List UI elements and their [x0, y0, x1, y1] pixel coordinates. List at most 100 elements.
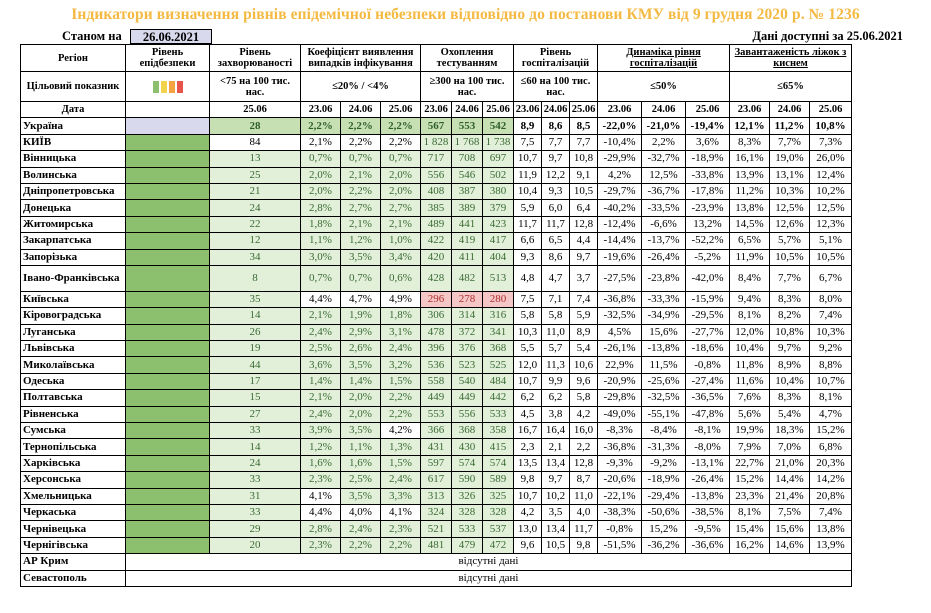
dynamics-cell: -36,5%: [685, 389, 730, 407]
level-cell: [125, 199, 210, 217]
region-name: Полтавська: [20, 389, 126, 407]
hosp-cell: 13,4: [541, 520, 570, 538]
dynamics-cell: -49,0%: [597, 405, 642, 424]
coverage-cell: 372: [451, 323, 483, 342]
beds-cell: 23,3%: [729, 487, 770, 505]
region-name: Чернівецька: [20, 520, 126, 538]
hosp-cell: 4,2: [513, 503, 542, 522]
hosp-cell: 7,1: [541, 290, 570, 309]
beds-cell: 7,5%: [769, 503, 810, 522]
beds-cell: 8,1%: [729, 503, 770, 522]
dynamics-cell: -26,4%: [641, 248, 686, 266]
beds-cell: 21,4%: [769, 487, 810, 505]
detection-cell: 2,1%: [380, 215, 421, 234]
detection-cell: 2,2%: [340, 182, 381, 201]
detection-cell: 1,6%: [300, 454, 341, 473]
detection-cell: 2,9%: [340, 323, 381, 342]
coverage-cell: 314: [451, 307, 483, 325]
beds-cell: 22,7%: [729, 454, 770, 473]
beds-cell: 12,0%: [729, 323, 770, 342]
dynamics-cell: -26,1%: [597, 340, 642, 358]
morbidity-cell: 13: [209, 150, 301, 168]
coverage-cell: 376: [451, 340, 483, 358]
coverage-cell: 420: [420, 248, 452, 266]
beds-cell: 16,2%: [729, 536, 770, 555]
beds-cell: 14,6%: [769, 536, 810, 555]
dynamics-cell: -13,8%: [685, 487, 730, 505]
beds-cell: 26,0%: [809, 150, 852, 168]
region-name: Україна: [20, 117, 126, 135]
hosp-cell: 9,3: [541, 182, 570, 201]
dynamics-cell: -55,1%: [641, 405, 686, 424]
hosp-cell: 11,9: [513, 166, 542, 184]
beds-cell: 20,3%: [809, 454, 852, 473]
data-available-label: Дані доступні за 25.06.2021: [752, 29, 903, 43]
detection-cell: 2,3%: [300, 471, 341, 489]
coverage-cell: 521: [420, 520, 452, 538]
dynamics-cell: -38,3%: [597, 503, 642, 522]
hosp-cell: 9,1: [569, 166, 598, 184]
hosp-cell: 6,5: [541, 232, 570, 250]
header-hosp: Рівень госпіталізацій: [513, 44, 598, 72]
detection-cell: 2,2%: [300, 117, 341, 135]
coverage-cell: 513: [482, 264, 514, 292]
table-row: Закарпатська 12 1,1% 1,2% 1,0% 422 419 417 6,6 6,…: [20, 232, 852, 250]
dynamics-cell: -8,1%: [685, 422, 730, 440]
morbidity-cell: 19: [209, 340, 301, 358]
beds-cell: 8,3%: [769, 389, 810, 407]
dynamics-cell: -47,8%: [685, 405, 730, 424]
coverage-cell: 341: [482, 323, 514, 342]
detection-cell: 3,5%: [340, 356, 381, 374]
hosp-cell: 7,5: [513, 133, 542, 152]
detection-cell: 2,2%: [380, 133, 421, 152]
beds-cell: 12,6%: [769, 215, 810, 234]
detection-cell: 1,8%: [380, 307, 421, 325]
beds-cell: 9,4%: [729, 290, 770, 309]
detection-cell: 4,7%: [340, 290, 381, 309]
detection-cell: 2,2%: [380, 536, 421, 555]
detection-cell: 4,0%: [340, 503, 381, 522]
detection-cell: 2,1%: [300, 389, 341, 407]
beds-cell: 10,5%: [809, 248, 852, 266]
table-row: Полтавська 15 2,1% 2,0% 2,2% 449 449 442 6,2 6,2 5…: [20, 389, 852, 407]
dynamics-cell: -42,0%: [685, 264, 730, 292]
coverage-cell: 1 828: [420, 133, 452, 152]
dynamics-cell: -20,6%: [597, 471, 642, 489]
beds-cell: 20,8%: [809, 487, 852, 505]
detection-cell: 3,5%: [340, 248, 381, 266]
region-name: Дніпропетровська: [20, 182, 126, 201]
level-cell: [125, 340, 210, 358]
table-row: Україна 28 2,2% 2,2% 2,2% 567 553 542 8,9 8,6 8,5-…: [20, 117, 852, 135]
level-cell: [125, 503, 210, 522]
beds-cell: 8,3%: [769, 290, 810, 309]
beds-cell: 7,0%: [769, 438, 810, 456]
beds-cell: 13,8%: [809, 520, 852, 538]
coverage-cell: 389: [451, 199, 483, 217]
dynamics-cell: -26,4%: [685, 471, 730, 489]
region-name: КИЇВ: [20, 133, 126, 152]
hosp-cell: 11,7: [513, 215, 542, 234]
beds-cell: 8,8%: [809, 356, 852, 374]
detection-cell: 1,2%: [300, 438, 341, 456]
detection-cell: 1,1%: [340, 438, 381, 456]
level-cell: [125, 215, 210, 234]
coverage-cell: 481: [420, 536, 452, 555]
dynamics-cell: 4,5%: [597, 323, 642, 342]
dynamics-cell: -29,7%: [597, 182, 642, 201]
dynamics-cell: -36,8%: [597, 438, 642, 456]
coverage-cell: 449: [420, 389, 452, 407]
dynamics-cell: -21,0%: [641, 117, 686, 135]
dynamics-cell: 13,2%: [685, 215, 730, 234]
coverage-cell: 366: [420, 422, 452, 440]
detection-cell: 0,7%: [380, 150, 421, 168]
coverage-cell: 324: [420, 503, 452, 522]
dynamics-cell: -13,8%: [641, 340, 686, 358]
level-cell: [125, 182, 210, 201]
header-beds: Завантаженість ліжок з киснем: [729, 44, 852, 72]
level-cell: [125, 536, 210, 555]
detection-cell: 3,5%: [340, 422, 381, 440]
coverage-cell: 430: [451, 438, 483, 456]
dynamics-cell: -18,6%: [685, 340, 730, 358]
region-name: Рівненська: [20, 405, 126, 424]
level-cell: [125, 323, 210, 342]
